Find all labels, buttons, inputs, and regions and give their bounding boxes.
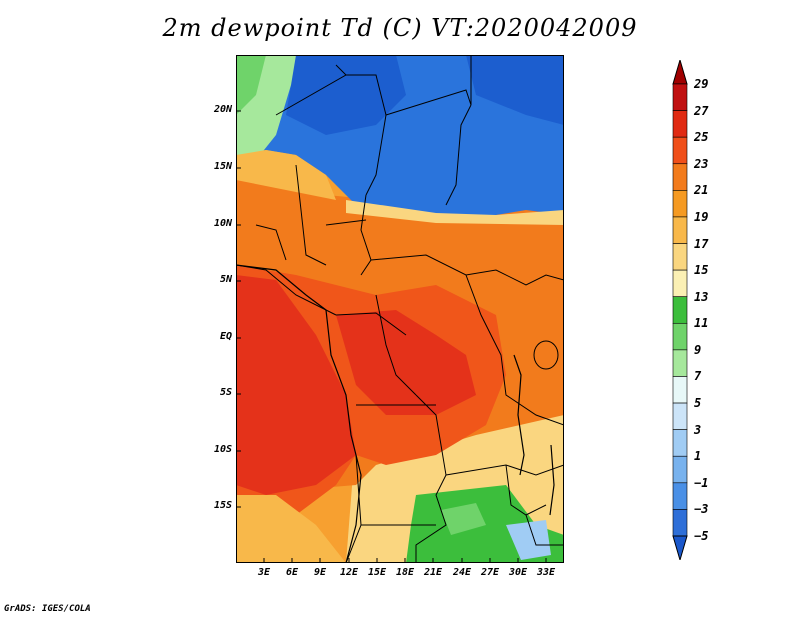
colorbar-segment bbox=[672, 243, 688, 271]
colorbar-label: 7 bbox=[694, 369, 702, 384]
colorbar-label: 15 bbox=[694, 263, 709, 278]
lon-label: 27E bbox=[480, 567, 500, 578]
congo-humid bbox=[336, 310, 476, 415]
southwest-moderate bbox=[236, 495, 346, 563]
colorbar-label: −5 bbox=[694, 529, 709, 543]
lat-label: 5N bbox=[219, 274, 232, 285]
colorbar-label: 29 bbox=[694, 77, 709, 91]
colorbar-label: −1 bbox=[694, 475, 709, 490]
lat-label: 15N bbox=[213, 161, 232, 172]
lake-victoria bbox=[533, 340, 559, 370]
colorbar-segment bbox=[672, 455, 688, 484]
colorbar-segment bbox=[672, 349, 688, 377]
lat-label: EQ bbox=[219, 331, 232, 342]
colorbar-label: 23 bbox=[694, 156, 709, 171]
lake-malawi bbox=[549, 444, 555, 516]
lon-label: 12E bbox=[339, 567, 359, 578]
lat-label: 20N bbox=[213, 104, 232, 115]
dry-zone-ne bbox=[466, 55, 564, 125]
lon-label: 24E bbox=[452, 567, 472, 578]
lat-label: 10S bbox=[213, 444, 232, 455]
lon-label: 21E bbox=[423, 567, 443, 578]
map-frame bbox=[236, 55, 564, 563]
colorbar-segment bbox=[672, 402, 688, 430]
colorbar-segment bbox=[672, 269, 688, 298]
blue-patch-south bbox=[506, 520, 551, 560]
lon-label: 30E bbox=[508, 567, 528, 578]
lon-label: 33E bbox=[536, 567, 556, 578]
colorbar bbox=[672, 60, 688, 560]
colorbar-label: 3 bbox=[694, 422, 702, 437]
colorbar-segment bbox=[672, 136, 688, 165]
colorbar-segment bbox=[672, 83, 688, 111]
colorbar-label: −3 bbox=[694, 502, 709, 517]
green-zone-light bbox=[441, 503, 486, 535]
lon-label: 18E bbox=[395, 567, 415, 578]
axis-ticks bbox=[236, 110, 547, 563]
colorbar-bottom-arrow bbox=[672, 535, 688, 560]
colorbar-label: 27 bbox=[694, 103, 709, 118]
credit-text: GrADS: IGES/COLA bbox=[4, 604, 91, 614]
ocean-gulf-humid bbox=[236, 275, 356, 495]
lon-label: 6E bbox=[285, 567, 299, 578]
dewpoint-map bbox=[236, 55, 564, 563]
colorbar-segment bbox=[672, 429, 688, 457]
sahel-moderate bbox=[236, 150, 336, 200]
lat-label: 10N bbox=[213, 218, 232, 229]
colorbar-label: 17 bbox=[694, 236, 709, 251]
transition-strip bbox=[346, 200, 564, 225]
colorbar-label: 1 bbox=[694, 449, 702, 464]
colorbar-segment bbox=[672, 376, 688, 404]
country-borders bbox=[236, 55, 564, 563]
colorbar-segment bbox=[672, 163, 688, 191]
map-canvas bbox=[236, 55, 564, 563]
colorbar-segment bbox=[672, 509, 688, 537]
colorbar-label: 19 bbox=[694, 209, 709, 224]
lat-label: 5S bbox=[219, 387, 232, 398]
northwest-green-dark bbox=[236, 55, 266, 115]
colorbar-label: 9 bbox=[694, 342, 702, 357]
lon-label: 9E bbox=[313, 567, 327, 578]
lat-label: 15S bbox=[213, 500, 232, 511]
colorbar-segment bbox=[672, 190, 688, 218]
lake-tanganyika bbox=[513, 354, 525, 476]
colorbar-segment bbox=[672, 110, 688, 138]
colorbar-segment bbox=[672, 296, 688, 324]
map-title: 2m dewpoint Td (C) VT:2020042009 bbox=[162, 14, 638, 42]
colorbar-label: 13 bbox=[694, 289, 709, 304]
colorbar-segment bbox=[672, 482, 688, 510]
lon-label: 3E bbox=[257, 567, 271, 578]
colorbar-top-arrow bbox=[672, 60, 688, 85]
colorbar-segment bbox=[672, 322, 688, 351]
colorbar-label: 25 bbox=[694, 130, 709, 145]
lon-label: 15E bbox=[367, 567, 387, 578]
colorbar-segment bbox=[672, 216, 688, 244]
colorbar-label: 5 bbox=[694, 396, 702, 411]
colorbar-label: 11 bbox=[694, 316, 709, 331]
coastline bbox=[236, 264, 362, 563]
colorbar-label: 21 bbox=[694, 183, 709, 198]
